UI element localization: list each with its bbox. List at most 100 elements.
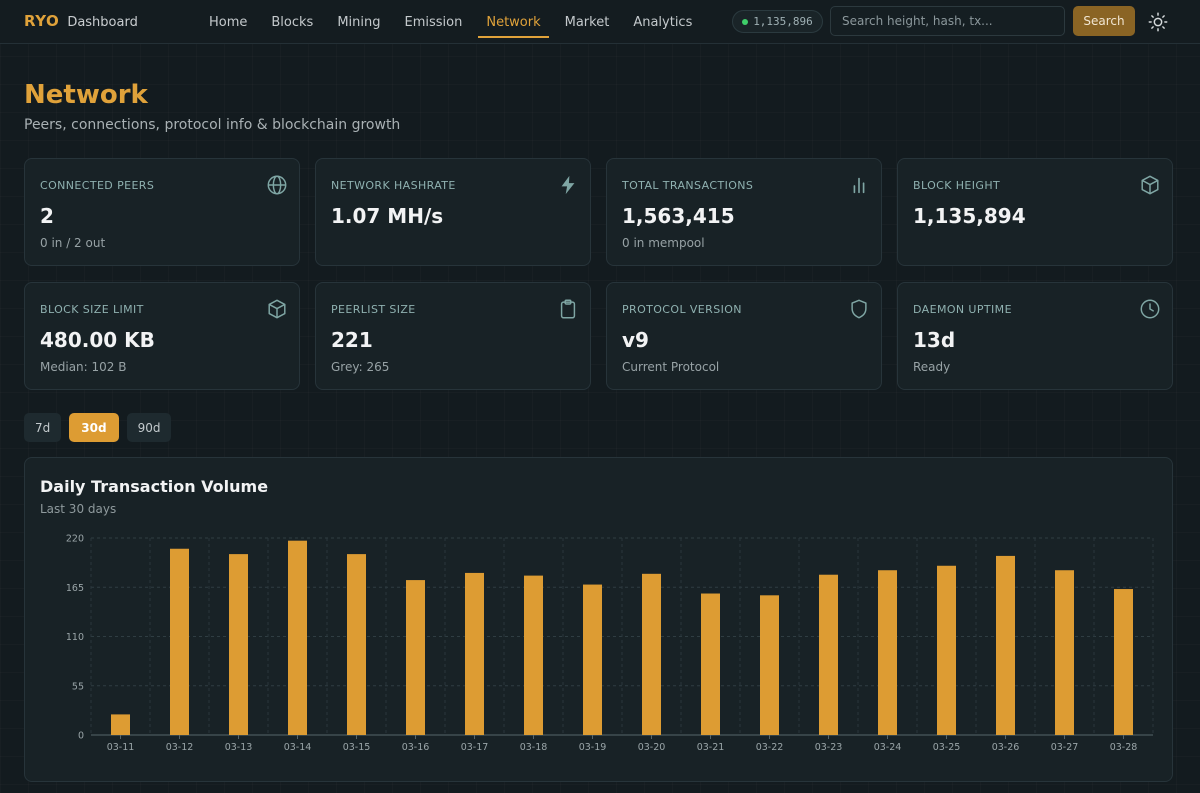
block-height-pill: 1,135,896: [732, 10, 823, 33]
card-block-size-limit: Block Size Limit 480.00 KB Median: 102 B: [24, 282, 300, 390]
bar: [878, 570, 897, 735]
x-tick-label: 03-15: [343, 742, 371, 753]
card-label: Total Transactions: [622, 179, 754, 192]
chart-title: Daily Transaction Volume: [40, 477, 269, 496]
x-tick-label: 03-11: [107, 742, 135, 753]
y-tick-label: 55: [72, 681, 84, 692]
card-label: Block Height: [913, 179, 1001, 192]
cube-icon: [1139, 174, 1161, 196]
brand[interactable]: RYO Dashboard: [24, 12, 138, 30]
bar: [170, 548, 189, 735]
clock-icon: [1139, 298, 1161, 320]
card-total-transactions: Total Transactions 1,563,415 0 in mempoo…: [606, 158, 882, 266]
bar: [465, 572, 484, 735]
x-tick-label: 03-25: [933, 742, 961, 753]
globe-icon: [266, 174, 288, 196]
top-bar: RYO Dashboard Home Blocks Mining Emissio…: [0, 0, 1200, 44]
x-tick-label: 03-17: [461, 742, 489, 753]
x-tick-label: 03-18: [520, 742, 548, 753]
bar: [937, 565, 956, 735]
x-tick-label: 03-14: [284, 742, 312, 753]
bar: [819, 574, 838, 735]
x-tick-label: 03-22: [756, 742, 784, 753]
card-label: Daemon Uptime: [913, 303, 1012, 316]
x-tick-label: 03-19: [579, 742, 607, 753]
x-tick-label: 03-12: [166, 742, 194, 753]
card-sub: Grey: 265: [331, 360, 390, 374]
x-tick-label: 03-23: [815, 742, 843, 753]
bar: [996, 555, 1015, 735]
brand-subtitle: Dashboard: [67, 15, 138, 30]
bar: [288, 540, 307, 735]
x-tick-label: 03-26: [992, 742, 1020, 753]
card-daemon-uptime: Daemon Uptime 13d Ready: [897, 282, 1173, 390]
card-label: Connected Peers: [40, 179, 155, 192]
card-sub: 0 in mempool: [622, 236, 705, 250]
daily-transaction-chart-card: Daily Transaction Volume Last 30 days 0 5…: [24, 457, 1173, 782]
card-value: 13d: [913, 328, 956, 352]
x-tick-label: 03-27: [1051, 742, 1079, 753]
shield-icon: [848, 298, 870, 320]
y-tick-label: 0: [78, 731, 84, 742]
nav-mining[interactable]: Mining: [337, 14, 381, 30]
card-sub: 0 in / 2 out: [40, 236, 106, 250]
bar: [111, 714, 130, 735]
card-label: Peerlist Size: [331, 303, 416, 316]
status-dot-icon: [742, 18, 749, 25]
bar: [642, 573, 661, 735]
clipboard-icon: [557, 298, 579, 320]
card-block-height: Block Height 1,135,894: [897, 158, 1173, 266]
page-subtitle: Peers, connections, protocol info & bloc…: [24, 117, 401, 133]
nav-emission[interactable]: Emission: [404, 14, 463, 30]
card-value: 2: [40, 204, 54, 228]
card-sub: Ready: [913, 360, 951, 374]
bar: [760, 595, 779, 735]
bar: [1114, 589, 1133, 735]
bar: [583, 584, 602, 735]
x-tick-label: 03-21: [697, 742, 725, 753]
chart-subtitle: Last 30 days: [40, 502, 117, 516]
bar: [229, 554, 248, 735]
nav-home[interactable]: Home: [209, 14, 248, 30]
range-selector: 7d 30d 90d: [24, 413, 172, 442]
y-tick-label: 110: [66, 632, 84, 643]
y-tick-label: 220: [66, 534, 84, 545]
card-network-hashrate: Network Hashrate 1.07 MH/s: [315, 158, 591, 266]
card-value: 1.07 MH/s: [331, 204, 444, 228]
x-tick-label: 03-16: [402, 742, 430, 753]
bar: [701, 593, 720, 735]
card-connected-peers: Connected Peers 2 0 in / 2 out: [24, 158, 300, 266]
main-nav: Home Blocks Mining Emission Network Mark…: [197, 0, 704, 44]
range-90d-button[interactable]: 90d: [126, 413, 172, 442]
brand-logo[interactable]: RYO: [24, 12, 60, 30]
card-sub: Current Protocol: [622, 360, 720, 374]
bar-chart: 0 55 110 165 220 03-11 03-12 03-13 03-14 03-15 03-…: [66, 534, 1154, 753]
cube-icon: [266, 298, 288, 320]
nav-blocks[interactable]: Blocks: [271, 14, 314, 30]
card-label: Protocol Version: [622, 303, 742, 316]
card-value: v9: [622, 328, 649, 352]
card-value: 1,135,894: [913, 204, 1026, 228]
x-tick-label: 03-13: [225, 742, 253, 753]
search-input[interactable]: [830, 6, 1065, 36]
range-7d-button[interactable]: 7d: [24, 413, 62, 442]
page-title: Network: [24, 80, 148, 110]
bar-chart-icon: [848, 174, 870, 196]
nav-market[interactable]: Market: [564, 14, 610, 30]
search-button[interactable]: Search: [1073, 6, 1135, 36]
bar: [347, 554, 366, 735]
bar: [406, 580, 425, 735]
x-tick-label: 03-24: [874, 742, 902, 753]
nav-network[interactable]: Network: [474, 0, 552, 44]
card-label: Block Size Limit: [40, 303, 144, 316]
nav-analytics[interactable]: Analytics: [633, 14, 693, 30]
card-sub: Median: 102 B: [40, 360, 127, 374]
sun-icon[interactable]: [1147, 11, 1169, 33]
range-30d-button[interactable]: 30d: [69, 413, 119, 442]
x-tick-label: 03-28: [1110, 742, 1138, 753]
lightning-icon: [557, 174, 579, 196]
card-value: 221: [331, 328, 373, 352]
card-protocol-version: Protocol Version v9 Current Protocol: [606, 282, 882, 390]
x-tick-label: 03-20: [638, 742, 666, 753]
card-value: 1,563,415: [622, 204, 735, 228]
